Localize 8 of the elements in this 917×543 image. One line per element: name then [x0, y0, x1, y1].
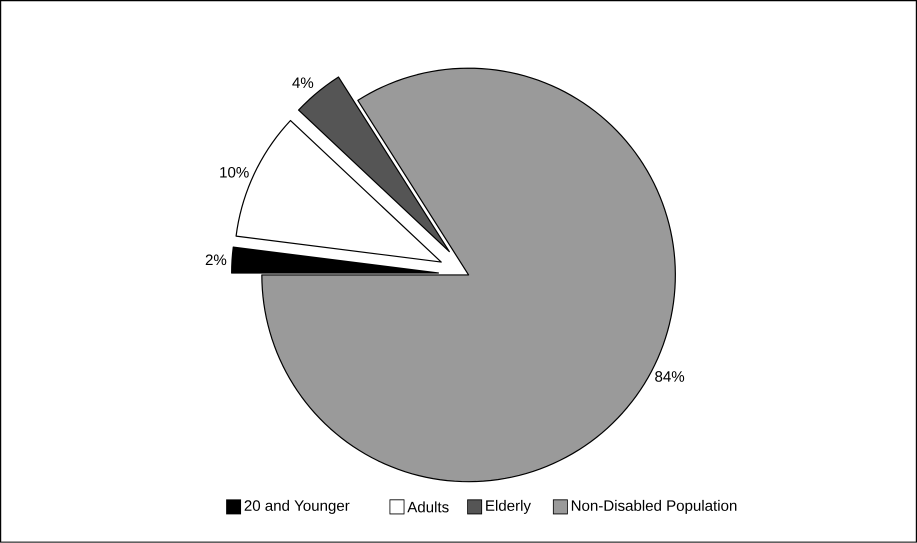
data-label: 4%: [292, 78, 314, 88]
legend-label: Adults: [407, 501, 449, 513]
legend-label: Non-Disabled Population: [572, 500, 736, 514]
legend-label: Elderly: [486, 500, 531, 514]
data-label: 84%: [655, 371, 684, 382]
legend-label: 20 and Younger: [244, 500, 350, 514]
data-label: 10%: [220, 167, 249, 178]
data-label: 2%: [206, 254, 226, 266]
